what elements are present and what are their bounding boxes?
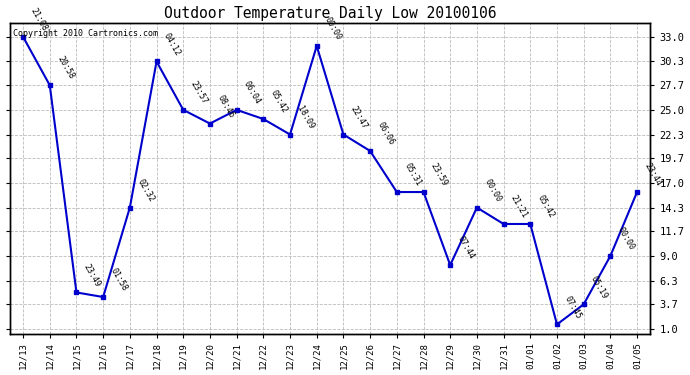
Text: 06:06: 06:06 — [375, 121, 396, 147]
Text: 05:42: 05:42 — [269, 88, 289, 115]
Text: 00:00: 00:00 — [482, 177, 503, 203]
Text: 05:31: 05:31 — [402, 162, 423, 188]
Text: 00:00: 00:00 — [322, 16, 342, 42]
Text: 21:08: 21:08 — [28, 6, 49, 33]
Text: 23:44: 23:44 — [642, 162, 663, 188]
Text: 23:57: 23:57 — [189, 80, 209, 106]
Text: 18:09: 18:09 — [295, 104, 316, 130]
Text: 07:45: 07:45 — [562, 294, 583, 320]
Text: 02:32: 02:32 — [135, 177, 156, 203]
Text: 01:58: 01:58 — [109, 267, 129, 293]
Text: 23:59: 23:59 — [429, 162, 449, 188]
Title: Outdoor Temperature Daily Low 20100106: Outdoor Temperature Daily Low 20100106 — [164, 6, 496, 21]
Text: 00:00: 00:00 — [616, 226, 636, 252]
Text: 23:49: 23:49 — [82, 262, 102, 288]
Text: Copyright 2010 Cartronics.com: Copyright 2010 Cartronics.com — [13, 29, 158, 38]
Text: 06:04: 06:04 — [242, 80, 262, 106]
Text: 07:44: 07:44 — [456, 235, 476, 261]
Text: 20:58: 20:58 — [55, 55, 76, 81]
Text: 05:42: 05:42 — [536, 194, 556, 220]
Text: 21:21: 21:21 — [509, 194, 529, 220]
Text: 04:12: 04:12 — [162, 31, 182, 57]
Text: 05:19: 05:19 — [589, 274, 609, 300]
Text: 22:47: 22:47 — [349, 104, 369, 130]
Text: 08:46: 08:46 — [215, 93, 236, 119]
